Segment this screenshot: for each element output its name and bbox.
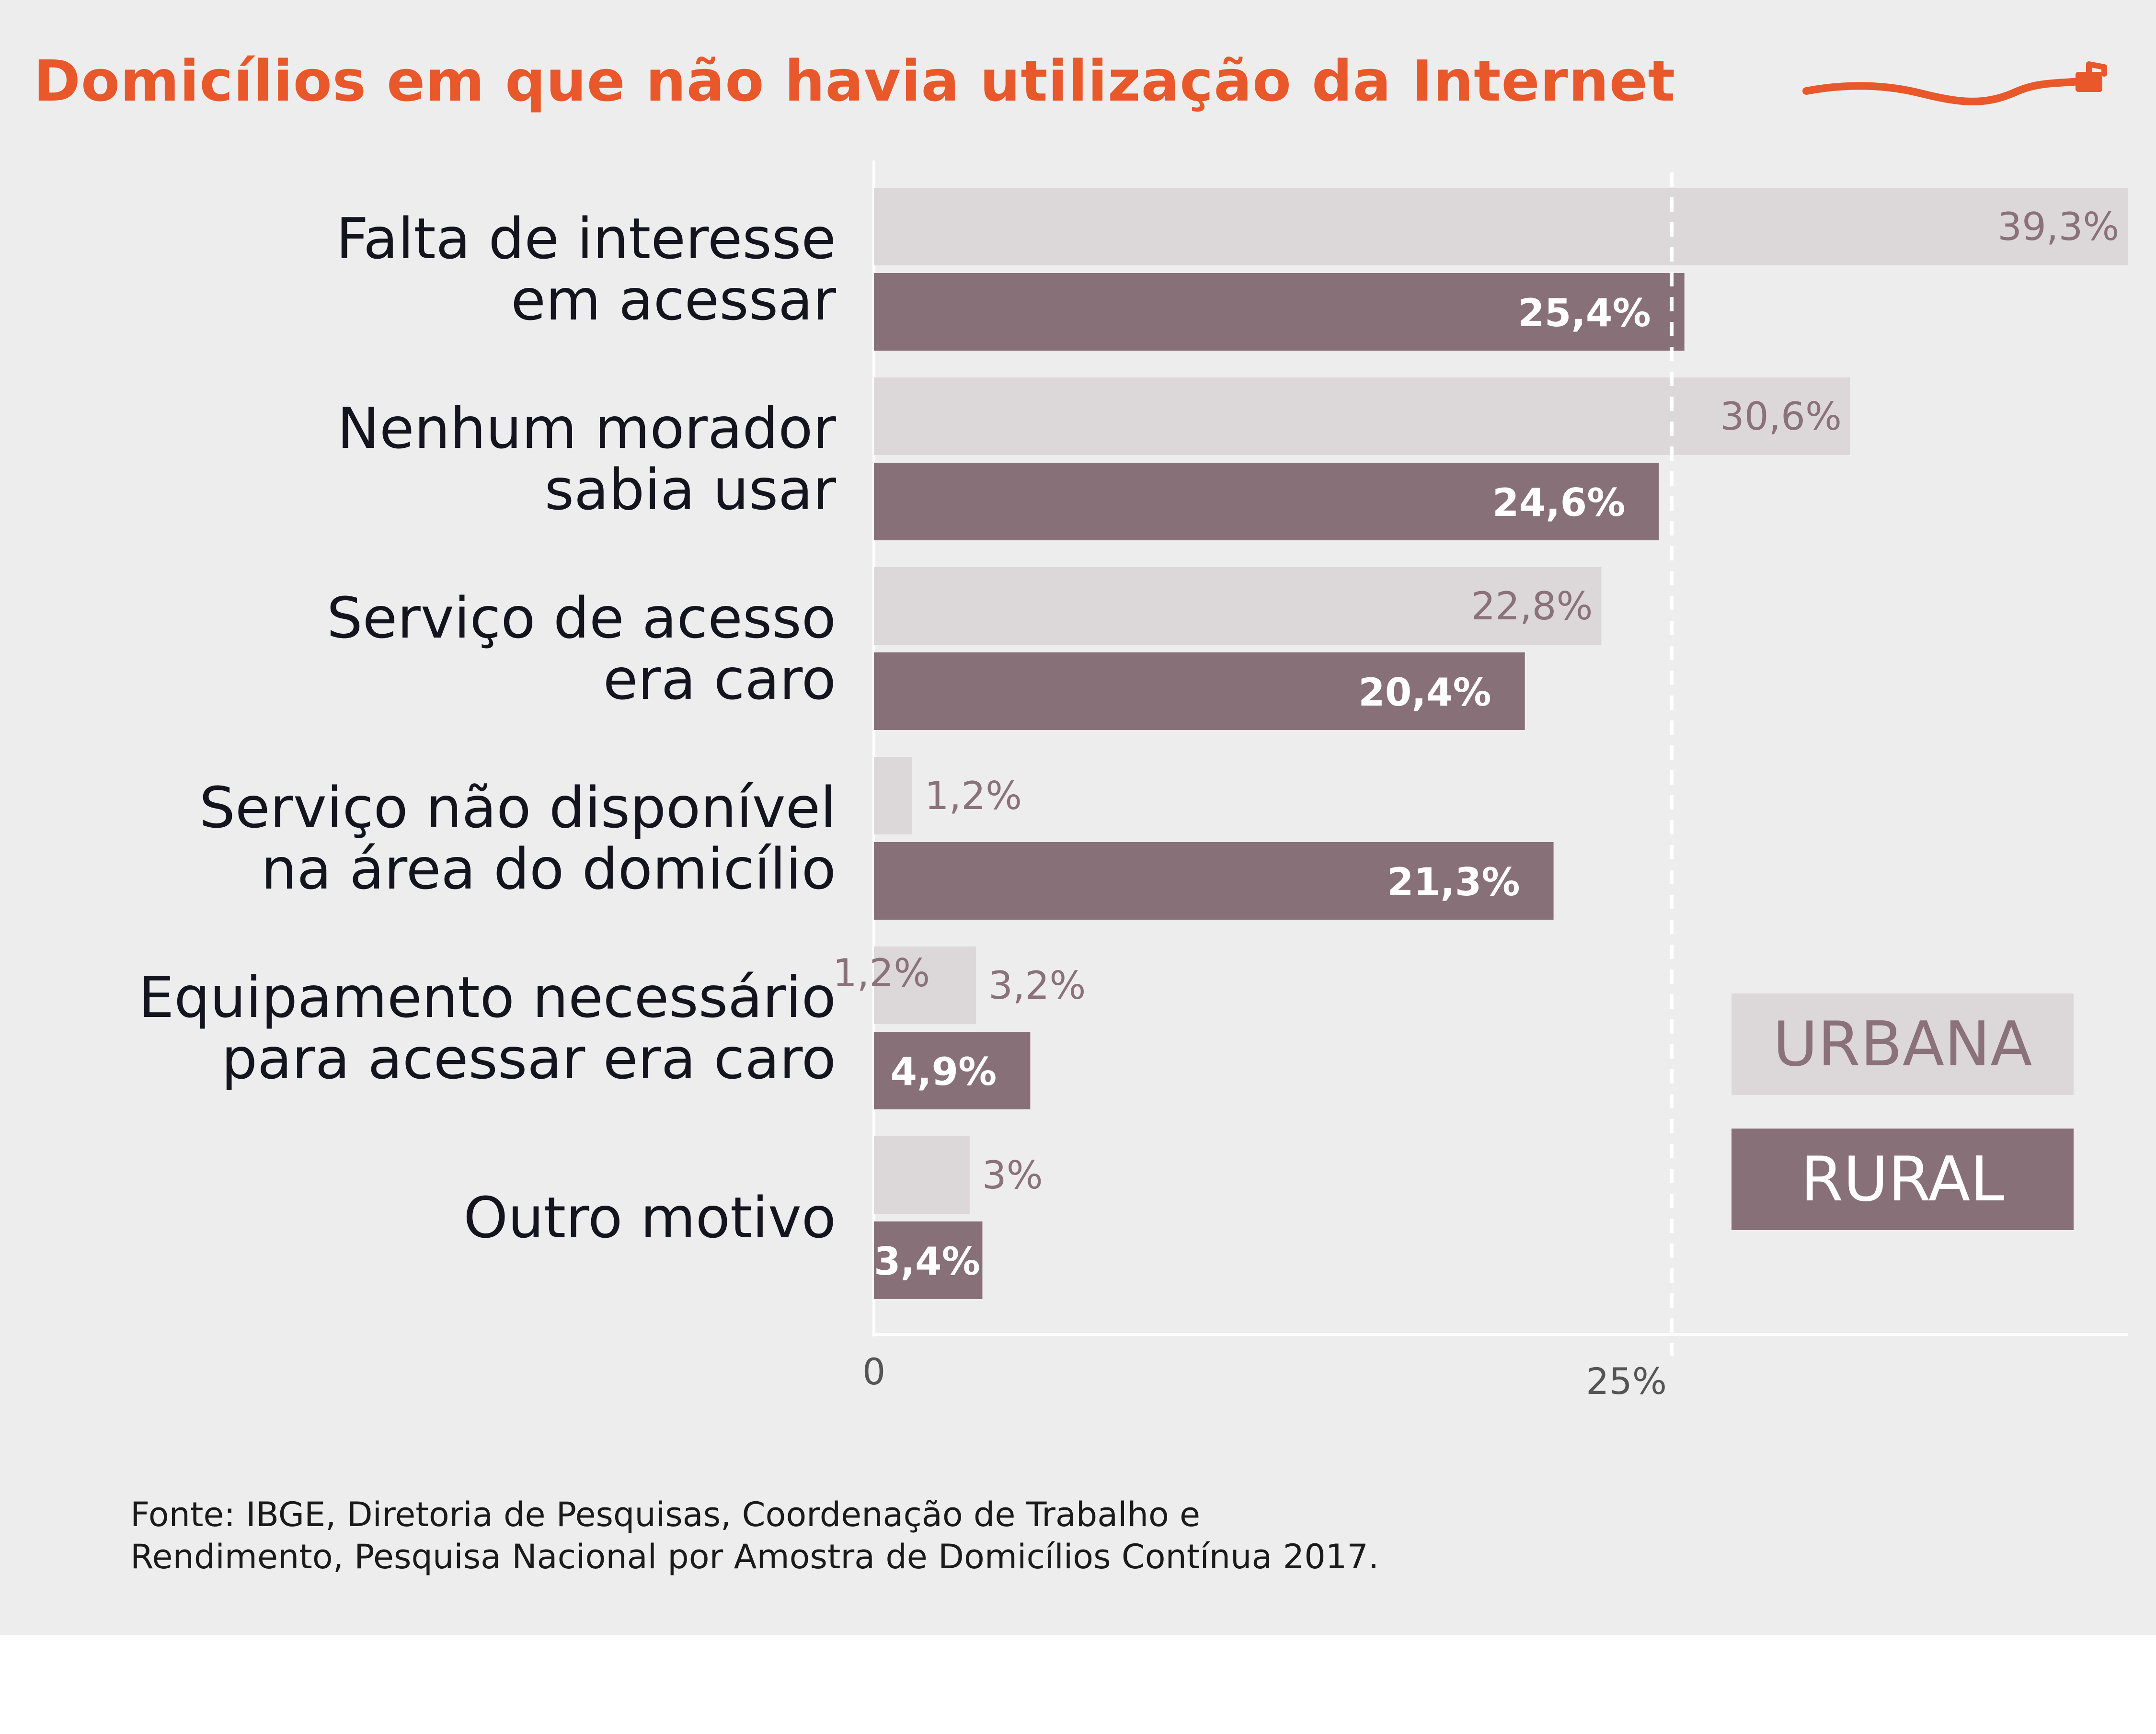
bar-urbana [874, 567, 1602, 645]
value-label-rural: 4,9% [890, 1050, 997, 1094]
value-label-urbana: 1,2% [925, 774, 1022, 818]
category-label: Serviço de acesso era caro [0, 587, 836, 710]
bar-chart: 0 25% 39,3% 25,4% 30,6% 24,6% 22,8% 20,4% 1,2% 2… [833, 160, 2128, 1403]
bar-rural [874, 1221, 983, 1299]
chart-title: Domicílios em que não havia utilização d… [34, 48, 1676, 114]
category-label: Outro motivo [0, 1187, 836, 1248]
x-tick-label: 0 [862, 1350, 885, 1393]
value-label-urbana: 39,3% [1997, 205, 2119, 249]
value-label-urbana: 3% [982, 1153, 1043, 1198]
cable-plug-icon [1802, 61, 2107, 105]
category-label: Equipamento necessário para acessar era c… [0, 967, 836, 1089]
category-label-line: Nenhum morador [337, 395, 836, 461]
bar-urbana [874, 377, 1850, 455]
bar-rural [874, 842, 1554, 920]
bar-rural [874, 1032, 1031, 1109]
legend-urbana: URBANA [1732, 993, 2074, 1095]
value-label-extra: 1,2% [833, 951, 930, 995]
value-label-rural: 21,3% [1387, 860, 1520, 904]
category-label-line: Serviço não disponível [199, 775, 836, 841]
source-note: Fonte: IBGE, Diretoria de Pesquisas, Coo… [130, 1494, 1379, 1578]
category-label-line: na área do domicílio [261, 836, 836, 902]
value-label-rural: 3,4% [874, 1239, 980, 1284]
category-label-line: Outro motivo [463, 1185, 836, 1251]
source-line-2: Rendimento, Pesquisa Nacional por Amostr… [130, 1537, 1379, 1576]
value-label-urbana: 30,6% [1720, 394, 1842, 439]
bar-rural [874, 463, 1659, 540]
value-label-rural: 20,4% [1358, 670, 1491, 715]
category-label-line: para acessar era caro [221, 1026, 836, 1092]
category-label-line: Serviço de acesso [326, 585, 836, 651]
source-line-1: Fonte: IBGE, Diretoria de Pesquisas, Coo… [130, 1495, 1201, 1534]
category-label-line: em acessar [511, 267, 836, 333]
category-label-line: sabia usar [544, 456, 836, 523]
category-label-line: Falta de interesse [336, 205, 836, 272]
value-label-rural: 25,4% [1518, 291, 1651, 335]
bar-urbana [874, 947, 976, 1024]
category-label-line: era caro [603, 646, 836, 712]
bar-rural [874, 652, 1525, 730]
bar-urbana [874, 757, 912, 834]
bar-urbana [874, 188, 2128, 265]
category-label: Serviço não disponível na área do domicíl… [0, 777, 836, 900]
category-label: Nenhum morador sabia usar [0, 398, 836, 520]
value-label-urbana: 22,8% [1471, 584, 1593, 628]
chart-panel [0, 0, 2156, 1635]
legend-rural: RURAL [1732, 1129, 2074, 1230]
value-labels-layer: 39,3% 25,4% 30,6% 24,6% 22,8% 20,4% 1,2% 21,3% 3… [833, 172, 2119, 1356]
bars-layer [874, 188, 2128, 1299]
bar-urbana [874, 1136, 970, 1214]
category-label: Falta de interesse em acessar [0, 208, 836, 331]
bar-rural [874, 273, 1685, 351]
x-tick-label: 25% [1586, 1360, 1667, 1403]
value-label-rural: 24,6% [1492, 480, 1626, 525]
category-label-line: Equipamento necessário [138, 964, 836, 1030]
axis-layer: 0 25% [862, 160, 2128, 1403]
value-label-urbana: 3,2% [988, 963, 1086, 1008]
